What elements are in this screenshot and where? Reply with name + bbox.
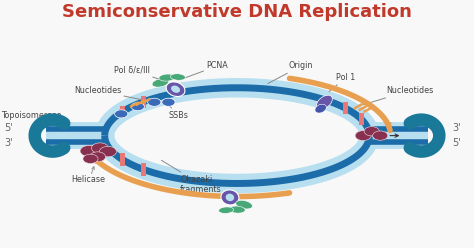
FancyBboxPatch shape (141, 96, 146, 108)
Text: Topoisomerase: Topoisomerase (0, 111, 61, 120)
Circle shape (162, 98, 175, 106)
Ellipse shape (317, 95, 332, 109)
Circle shape (373, 131, 388, 140)
Text: SSBs: SSBs (168, 104, 188, 120)
Circle shape (355, 131, 371, 141)
Circle shape (364, 127, 379, 136)
Ellipse shape (171, 74, 185, 80)
Text: Semiconservative DNA Replication: Semiconservative DNA Replication (62, 3, 412, 21)
FancyBboxPatch shape (119, 154, 125, 166)
Text: Helicase: Helicase (72, 175, 106, 184)
Circle shape (90, 152, 106, 162)
Circle shape (100, 146, 117, 157)
Ellipse shape (315, 104, 326, 113)
Circle shape (148, 98, 161, 106)
FancyBboxPatch shape (343, 102, 348, 114)
Ellipse shape (166, 82, 185, 96)
Circle shape (83, 154, 98, 163)
Ellipse shape (221, 190, 239, 205)
Text: Okazaki
fragments: Okazaki fragments (161, 160, 222, 194)
Text: PCNA: PCNA (181, 62, 228, 80)
Text: Pol 1: Pol 1 (329, 73, 356, 92)
Ellipse shape (229, 206, 245, 213)
Circle shape (115, 110, 128, 118)
FancyBboxPatch shape (141, 163, 146, 176)
Text: Nucleotides: Nucleotides (363, 86, 433, 105)
Text: Nucleotides: Nucleotides (74, 86, 145, 100)
Circle shape (131, 102, 145, 111)
FancyBboxPatch shape (119, 106, 125, 118)
FancyBboxPatch shape (358, 113, 364, 125)
Ellipse shape (236, 200, 253, 209)
Ellipse shape (152, 79, 169, 87)
Ellipse shape (159, 74, 175, 81)
Circle shape (80, 146, 98, 156)
Text: Pol δ/ε/III: Pol δ/ε/III (114, 66, 163, 80)
Circle shape (91, 143, 109, 153)
Text: 3': 3' (4, 138, 13, 148)
Text: 5': 5' (452, 138, 461, 148)
Ellipse shape (219, 207, 234, 214)
Text: 5': 5' (4, 123, 13, 133)
Text: Origin: Origin (268, 62, 313, 84)
Ellipse shape (171, 86, 180, 93)
Ellipse shape (226, 194, 234, 201)
Text: 3': 3' (452, 123, 461, 133)
